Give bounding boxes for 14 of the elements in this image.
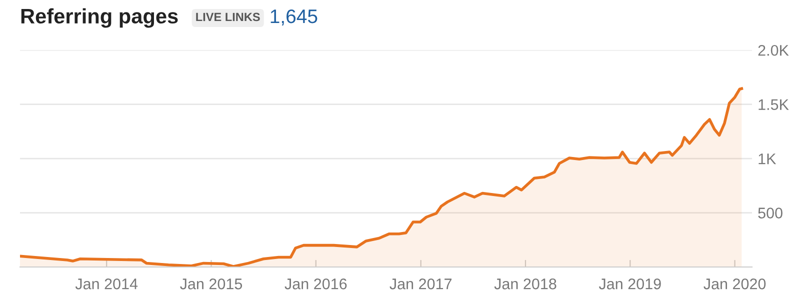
x-tick-label: Jan 2015 <box>180 278 242 290</box>
y-tick-label: 1.5K <box>758 99 789 110</box>
text: LIVE LINKS <box>196 12 260 22</box>
y-tick-label: 1K <box>758 154 776 164</box>
x-tick-label: Jan 2020 <box>704 278 766 290</box>
x-tick-label: Jan 2019 <box>598 278 661 290</box>
x-tick-label: Jan 2018 <box>494 278 556 290</box>
x-tick-label: Jan 2017 <box>390 278 452 290</box>
x-tick-label: Jan 2016 <box>284 278 347 290</box>
y-tick-label: 2.0K <box>758 44 789 56</box>
x-tick-label: Jan 2014 <box>75 278 138 290</box>
text: 1,645 <box>270 9 318 26</box>
y-tick-label: 500 <box>758 208 782 218</box>
chart-title: Referring pages <box>21 8 178 28</box>
